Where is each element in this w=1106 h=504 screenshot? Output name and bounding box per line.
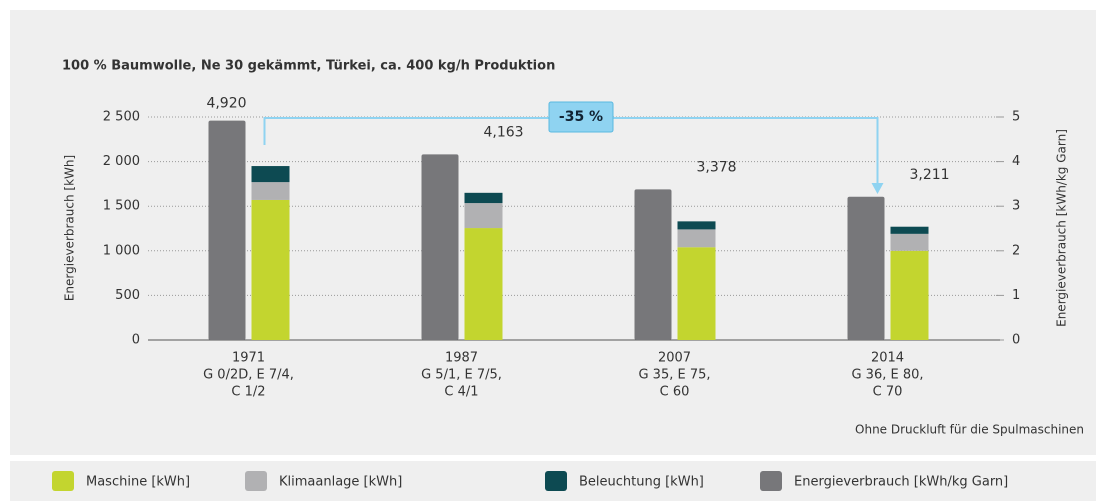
legend-swatch	[545, 471, 567, 491]
y-tick-label: 500	[115, 288, 140, 303]
legend-label: Energieverbrauch [kWh/kg Garn]	[794, 475, 1008, 490]
legend-swatch	[245, 471, 267, 491]
x-tick-label: 2014	[871, 351, 904, 366]
y2-tick-label: 1	[1012, 288, 1020, 303]
x-tick-label: C 4/1	[444, 385, 478, 400]
y2-tick-label: 3	[1012, 199, 1020, 214]
x-tick-label: C 1/2	[231, 385, 265, 400]
stacked-bar-segment	[890, 250, 929, 340]
stacked-bar-segment	[464, 203, 503, 229]
y2-axis-label: Energieverbrauch [kWh/kg Garn]	[1055, 129, 1069, 327]
annotation-text: -35 %	[559, 109, 603, 125]
x-tick-label: 1971	[232, 351, 265, 366]
stacked-bar-segment	[890, 233, 929, 251]
legend-label: Maschine [kWh]	[86, 475, 190, 490]
x-tick-label: G 0/2D, E 7/4,	[203, 368, 294, 383]
x-tick-label: C 70	[873, 385, 903, 400]
footnote: Ohne Druckluft für die Spulmaschinen	[855, 423, 1084, 437]
y2-tick-label: 0	[1012, 333, 1020, 348]
bar	[421, 154, 459, 340]
stacked-bar-segment	[677, 229, 716, 248]
stacked-bar-segment	[251, 166, 290, 183]
stacked-bar-segment	[464, 228, 503, 340]
annotation-box	[548, 101, 614, 133]
legend-swatch	[760, 471, 782, 491]
x-tick-label: 1987	[445, 351, 478, 366]
stacked-bar-segment	[464, 192, 503, 204]
bar	[847, 196, 885, 340]
data-label: 4,163	[484, 124, 524, 140]
legend-swatch	[52, 471, 74, 491]
stacked-bar-segment	[890, 226, 929, 234]
data-label: 3,378	[697, 159, 737, 175]
stacked-bar-segment	[677, 221, 716, 230]
stacked-bar-segment	[251, 199, 290, 340]
x-tick-label: G 5/1, E 7/5,	[421, 368, 502, 383]
x-tick-label: G 36, E 80,	[851, 368, 923, 383]
legend-label: Beleuchtung [kWh]	[579, 475, 704, 490]
y-tick-label: 2 000	[103, 154, 140, 169]
chart-panel	[10, 10, 1096, 455]
stacked-bar-segment	[677, 247, 716, 340]
y-tick-label: 2 500	[103, 110, 140, 125]
y-axis-label: Energieverbrauch [kWh]	[63, 155, 77, 301]
y2-tick-label: 5	[1012, 110, 1020, 125]
data-label: 4,920	[206, 96, 246, 112]
bar	[634, 189, 672, 340]
annotation-arrowhead	[871, 183, 884, 194]
y-tick-label: 0	[132, 333, 140, 348]
stacked-bar-segment	[251, 182, 290, 200]
bar	[208, 120, 246, 341]
chart-title: 100 % Baumwolle, Ne 30 gekämmt, Türkei, …	[62, 59, 555, 74]
x-tick-label: G 35, E 75,	[638, 368, 710, 383]
y-tick-label: 1 500	[103, 199, 140, 214]
data-label: 3,211	[910, 167, 950, 183]
y2-tick-label: 4	[1012, 154, 1020, 169]
x-tick-label: 2007	[658, 351, 691, 366]
y-tick-label: 1 000	[103, 243, 140, 258]
x-tick-label: C 60	[660, 385, 690, 400]
y2-tick-label: 2	[1012, 243, 1020, 258]
legend-label: Klimaanlage [kWh]	[279, 475, 402, 490]
